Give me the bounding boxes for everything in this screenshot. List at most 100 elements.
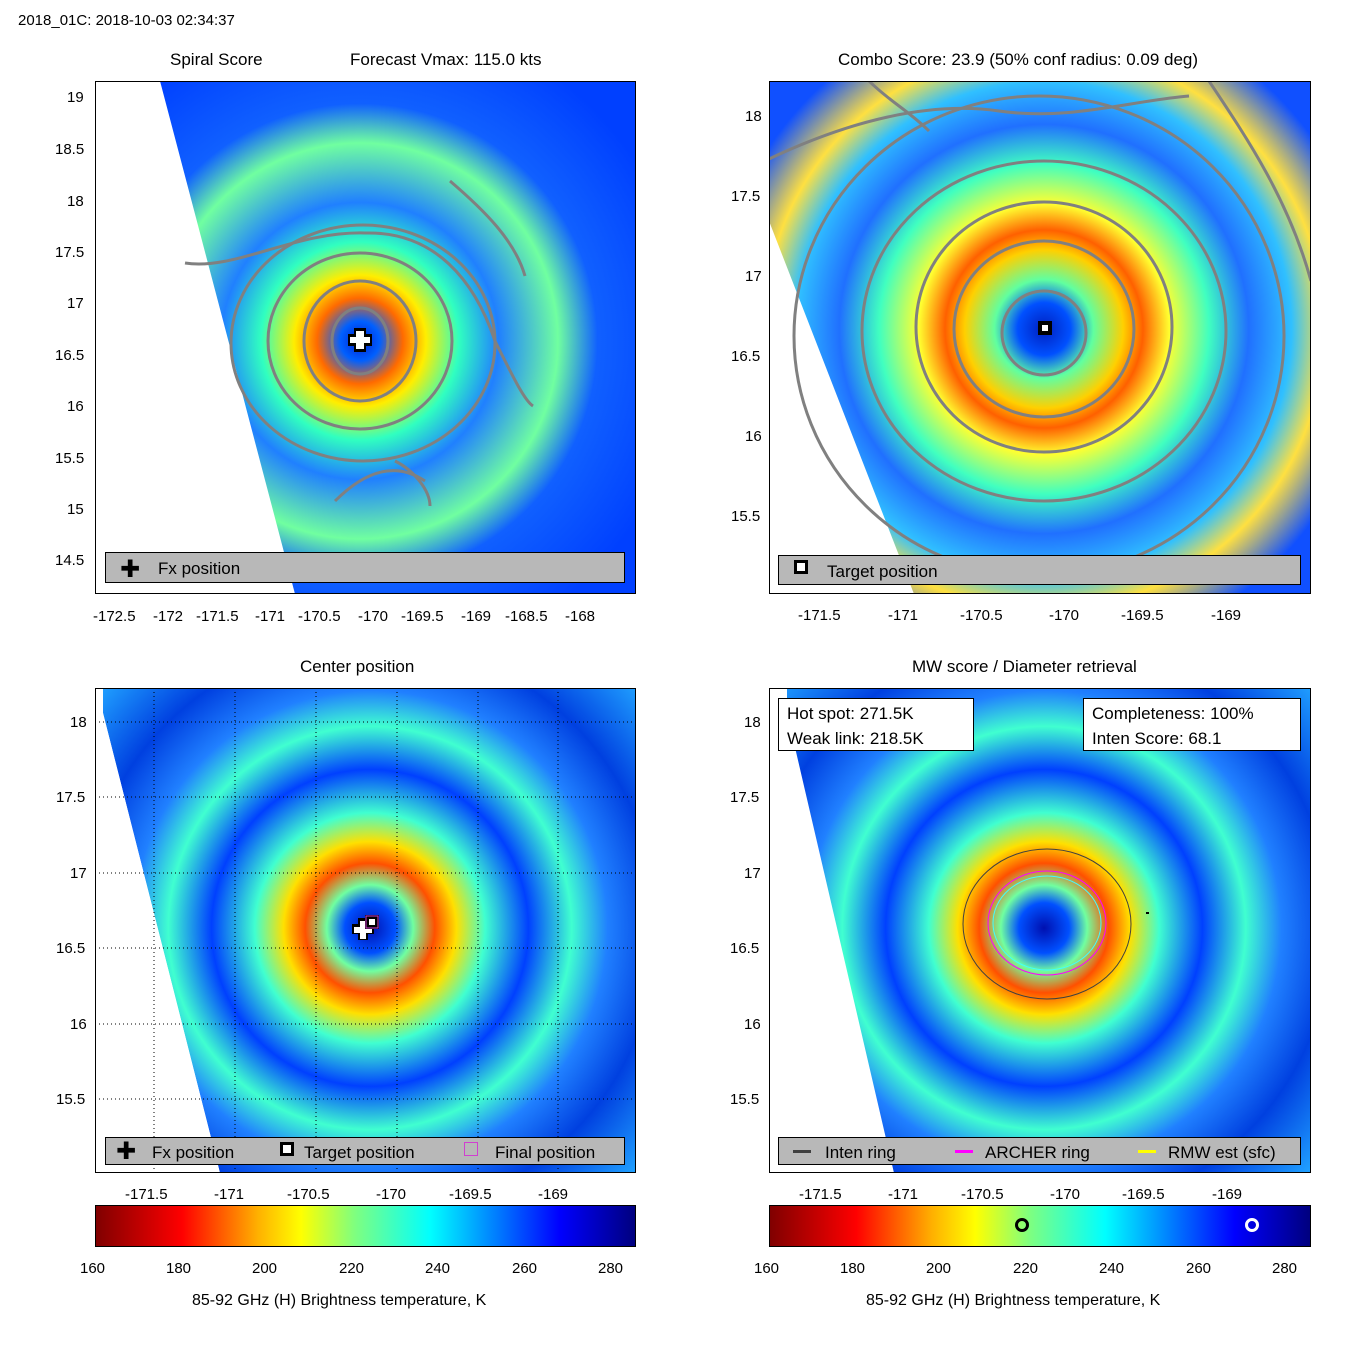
y-tick: 16 — [744, 1016, 761, 1033]
x-tick: -168 — [565, 608, 596, 625]
y-tick: 16 — [745, 428, 762, 445]
y-tick: 15 — [67, 501, 84, 518]
center-legend-final: Final position — [495, 1143, 596, 1162]
cbar-tick: 220 — [339, 1260, 365, 1277]
x-tick: -170 — [1050, 1186, 1081, 1203]
weak-link-marker — [1015, 1218, 1029, 1232]
center-legend-fx: Fx position — [152, 1143, 235, 1162]
x-tick: -169 — [461, 608, 492, 625]
mw-rings — [962, 848, 1132, 1000]
x-tick: -172 — [153, 608, 184, 625]
colorbar-label: 85-92 GHz (H) Brightness temperature, K — [866, 1292, 1161, 1309]
center-title: Center position — [300, 657, 415, 676]
x-tick: -170.5 — [287, 1186, 330, 1203]
cbar-tick: 200 — [252, 1260, 278, 1277]
center-legend: ✚ Fx position Target position Final posi… — [105, 1137, 625, 1165]
center-position-plot — [95, 688, 636, 1173]
x-tick: -170 — [1049, 607, 1080, 624]
hot-spot-box: Hot spot: 271.5K Weak link: 218.5K — [778, 698, 974, 751]
x-tick: -170.5 — [298, 608, 341, 625]
y-tick: 17.5 — [731, 188, 761, 205]
completeness-box: Completeness: 100% Inten Score: 68.1 — [1083, 698, 1301, 751]
archer-ring-icon — [955, 1150, 973, 1153]
rmw-ring-icon — [1138, 1150, 1156, 1153]
cbar-tick: 260 — [1186, 1260, 1212, 1277]
y-tick: 14.5 — [55, 552, 85, 569]
cbar-tick: 240 — [1099, 1260, 1125, 1277]
hot-spot-marker — [1245, 1218, 1259, 1232]
y-tick: 18 — [67, 193, 84, 210]
x-tick: -171.5 — [798, 607, 841, 624]
fx-position-marker — [348, 328, 372, 352]
mw-legend-archer: ARCHER ring — [985, 1143, 1090, 1162]
mw-colorbar — [769, 1205, 1311, 1247]
center-no-data — [95, 688, 220, 1173]
y-tick: 15.5 — [731, 508, 761, 525]
y-tick: 16.5 — [730, 940, 760, 957]
x-tick: -170.5 — [961, 1186, 1004, 1203]
cbar-tick: 180 — [840, 1260, 866, 1277]
inten-ring-icon — [793, 1150, 811, 1153]
combo-legend: Target position — [778, 555, 1301, 585]
target-position-marker — [1038, 321, 1052, 335]
center-markers — [352, 915, 379, 940]
x-tick: -169.5 — [401, 608, 444, 625]
y-tick: 18 — [70, 714, 87, 731]
x-tick: -171.5 — [799, 1186, 842, 1203]
x-tick: -169 — [1212, 1186, 1243, 1203]
x-tick: -169 — [1211, 607, 1242, 624]
x-tick: -169.5 — [1122, 1186, 1165, 1203]
spiral-score-plot — [95, 81, 636, 594]
colorbar-label: 85-92 GHz (H) Brightness temperature, K — [192, 1292, 487, 1309]
mw-score-plot — [769, 688, 1311, 1173]
y-tick: 18.5 — [55, 141, 85, 158]
combo-frame — [769, 81, 1311, 594]
spiral-title: Spiral Score — [170, 50, 263, 69]
cbar-tick: 280 — [1272, 1260, 1298, 1277]
cbar-tick: 180 — [166, 1260, 192, 1277]
center-legend-target: Target position — [304, 1143, 415, 1162]
y-tick: 16 — [67, 398, 84, 415]
x-tick: -170 — [376, 1186, 407, 1203]
x-tick: -169.5 — [1121, 607, 1164, 624]
x-tick: -170.5 — [960, 607, 1003, 624]
center-gridlines — [95, 688, 636, 1173]
y-tick: 18 — [744, 714, 761, 731]
x-tick: -172.5 — [93, 608, 136, 625]
x-tick: -169 — [538, 1186, 569, 1203]
y-tick: 16 — [70, 1016, 87, 1033]
y-tick: 18 — [745, 108, 762, 125]
inten-score-value: Inten Score: 68.1 — [1092, 729, 1222, 748]
y-tick: 17.5 — [56, 789, 86, 806]
spiral-swath — [160, 81, 636, 594]
y-tick: 17 — [745, 268, 762, 285]
cbar-tick: 260 — [512, 1260, 538, 1277]
combo-swath — [769, 81, 1311, 594]
x-tick: -169.5 — [449, 1186, 492, 1203]
cbar-tick: 200 — [926, 1260, 952, 1277]
completeness-value: Completeness: 100% — [1092, 704, 1254, 723]
y-tick: 17.5 — [730, 789, 760, 806]
y-tick: 17 — [70, 865, 87, 882]
spiral-frame — [95, 81, 636, 594]
mw-legend-inten: Inten ring — [825, 1143, 896, 1162]
fx-position-icon: ✚ — [120, 556, 141, 583]
y-tick: 16.5 — [731, 348, 761, 365]
y-tick: 17.5 — [55, 244, 85, 261]
cbar-tick: 220 — [1013, 1260, 1039, 1277]
x-tick: -168.5 — [505, 608, 548, 625]
x-tick: -170 — [358, 608, 389, 625]
y-tick: 17 — [67, 295, 84, 312]
final-position-icon — [464, 1142, 478, 1156]
weak-link-value: Weak link: 218.5K — [787, 729, 924, 748]
spiral-contours — [184, 179, 534, 507]
combo-legend-label: Target position — [827, 562, 938, 581]
y-tick: 16.5 — [56, 940, 86, 957]
hot-spot-value: Hot spot: 271.5K — [787, 704, 914, 723]
y-tick: 15.5 — [56, 1091, 86, 1108]
x-tick: -171 — [214, 1186, 245, 1203]
y-tick: 17 — [744, 865, 761, 882]
mw-legend: Inten ring ARCHER ring RMW est (sfc) — [778, 1137, 1301, 1165]
mw-frame — [769, 688, 1311, 1173]
x-tick: -171.5 — [196, 608, 239, 625]
